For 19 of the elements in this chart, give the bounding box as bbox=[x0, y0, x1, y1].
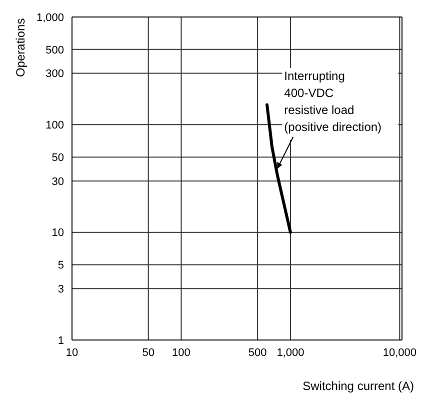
x-tick-label: 1,000 bbox=[276, 346, 304, 359]
y-tick-label: 1 bbox=[58, 334, 64, 347]
annotation: Interrupting 400-VDC resistive load (positive direction) bbox=[284, 68, 382, 134]
x-axis-title: Switching current (A) bbox=[302, 379, 414, 393]
y-tick-label: 10 bbox=[52, 227, 64, 240]
y-tick-label: 300 bbox=[46, 68, 64, 80]
y-tick-label: 1,000 bbox=[36, 12, 64, 24]
y-tick-label: 500 bbox=[46, 44, 64, 56]
y-tick-label: 5 bbox=[58, 260, 64, 272]
y-tick-label: 100 bbox=[46, 120, 64, 132]
x-tick-label: 10,000 bbox=[382, 346, 417, 359]
y-axis-title: Operations bbox=[14, 18, 28, 77]
x-tick-label: 10 bbox=[66, 346, 78, 359]
y-tick-label: 50 bbox=[52, 152, 64, 164]
x-tick-label: 100 bbox=[172, 346, 190, 359]
x-tick-label: 50 bbox=[142, 346, 154, 359]
y-tick-label: 3 bbox=[58, 284, 64, 296]
x-tick-label: 500 bbox=[248, 346, 267, 359]
y-tick-label: 30 bbox=[52, 176, 64, 188]
